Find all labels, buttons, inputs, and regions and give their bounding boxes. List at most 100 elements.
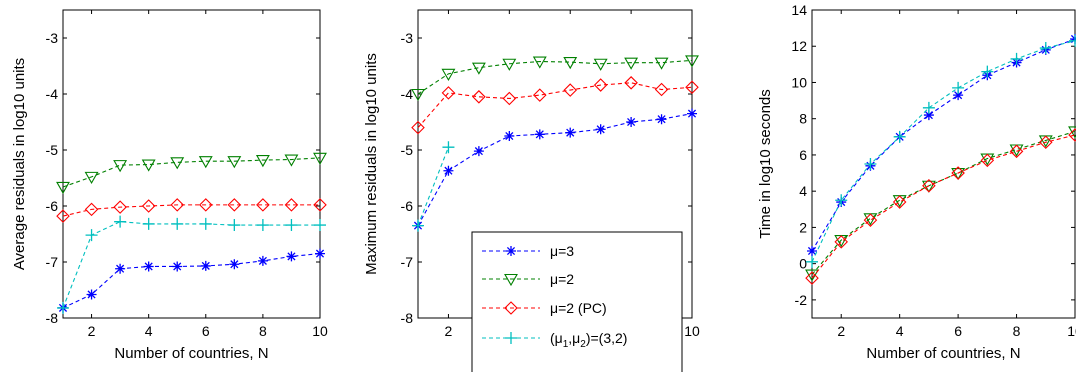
legend-swatch-marker — [506, 246, 516, 256]
data-point — [863, 213, 878, 227]
series-mu3 — [58, 248, 325, 313]
data-point — [229, 259, 240, 270]
data-point — [114, 215, 127, 228]
data-point — [892, 195, 907, 209]
data-point — [807, 245, 817, 256]
series-line — [811, 38, 1076, 252]
plot-area-frame — [811, 9, 1076, 319]
series-mu3 — [413, 108, 697, 231]
data-point — [656, 114, 667, 125]
y-tick-label: -5 — [46, 142, 59, 158]
y-axis-label: Average residuals in log10 units — [11, 58, 28, 270]
legend-label-mu2: μ=2 — [550, 271, 574, 287]
legend-swatch-mu3 — [482, 246, 540, 256]
y-tick-label: -3 — [46, 30, 59, 46]
data-point — [687, 108, 697, 119]
series-mu12 — [57, 215, 326, 314]
data-point — [626, 117, 637, 127]
data-point — [257, 255, 268, 266]
data-point — [563, 57, 578, 70]
data-point — [171, 217, 184, 230]
series-mu12 — [412, 141, 455, 232]
data-point — [805, 271, 819, 285]
data-point — [56, 181, 70, 195]
series-line — [417, 113, 693, 226]
data-point — [980, 153, 995, 168]
data-point — [953, 90, 964, 101]
series-mu2 — [805, 126, 1076, 282]
x-axis-label: Number of countries, N — [114, 345, 268, 362]
y-tick-label: 10 — [791, 74, 807, 90]
x-axis-label: Number of countries, N — [866, 345, 1020, 362]
data-point — [1069, 34, 1076, 47]
series-mu12 — [806, 34, 1076, 268]
data-point — [411, 120, 425, 135]
data-point — [565, 127, 576, 138]
data-point — [471, 62, 486, 75]
legend-swatch-mu2-pc — [482, 301, 540, 315]
data-point — [255, 155, 270, 168]
data-point — [286, 251, 297, 262]
data-point — [411, 88, 425, 102]
legend-swatch-mu2 — [482, 273, 540, 287]
x-tick-label: 2 — [88, 323, 96, 339]
data-point — [654, 82, 669, 97]
y-tick-label: 4 — [799, 183, 807, 199]
data-point — [199, 217, 212, 230]
data-point — [532, 56, 547, 69]
y-tick-label: -4 — [46, 86, 59, 102]
x-tick-label: 4 — [145, 323, 153, 339]
data-point — [142, 217, 155, 230]
data-point — [443, 165, 454, 176]
y-tick-label: 14 — [791, 2, 807, 18]
series-mu2-pc — [805, 128, 1076, 285]
y-tick-label: -8 — [401, 310, 414, 326]
data-point — [86, 289, 97, 300]
data-point — [256, 219, 269, 232]
legend-box — [471, 231, 683, 372]
data-point — [85, 229, 98, 242]
x-tick-label: 8 — [1013, 323, 1021, 339]
data-point — [473, 146, 484, 157]
data-point — [534, 129, 545, 140]
subplot-3: 2 4 6 8 10 -2 0 2 4 6 8 10 12 14 Number of countries, … — [757, 2, 1076, 362]
data-point — [412, 219, 424, 232]
plot-area-frame — [62, 9, 321, 319]
data-point — [533, 88, 547, 102]
series-mu3 — [807, 33, 1076, 256]
series-line — [417, 59, 693, 95]
series-line — [811, 134, 1076, 279]
legend-label-mu12: (μ1,μ2)=(3,2) — [550, 330, 627, 350]
legend-swatch-mu12 — [482, 332, 540, 344]
x-tick-label: 6 — [954, 323, 962, 339]
data-point — [1009, 144, 1024, 159]
series-mu2 — [56, 152, 327, 195]
y-axis-label: Maximum residuals in log10 units — [363, 53, 380, 275]
series-line — [811, 40, 1076, 263]
series-line — [62, 221, 320, 309]
data-point — [313, 198, 327, 212]
series-mu2-pc — [56, 198, 327, 223]
data-point — [951, 166, 965, 180]
data-point — [113, 160, 128, 173]
data-point — [864, 158, 877, 170]
data-point — [685, 55, 699, 68]
legend-label-mu2-pc: μ=2 (PC) — [550, 300, 607, 316]
data-point — [893, 130, 906, 143]
y-tick-label: -4 — [401, 86, 414, 102]
x-tick-label: 4 — [896, 323, 904, 339]
data-point — [284, 154, 299, 167]
data-point — [1010, 52, 1023, 65]
legend: μ=3 μ=2 μ=2 (PC) (μ1,μ2)=(3,2) — [471, 231, 683, 372]
data-point — [200, 260, 211, 271]
x-tick-label: 8 — [259, 323, 267, 339]
data-point — [685, 80, 699, 95]
data-point — [115, 263, 126, 274]
data-point — [315, 248, 325, 259]
data-point — [170, 157, 185, 170]
x-tick-label: 10 — [684, 323, 700, 339]
x-tick-label: 10 — [1067, 323, 1076, 339]
data-point — [502, 91, 517, 106]
series-line — [417, 82, 693, 128]
x-tick-label: 10 — [312, 323, 328, 339]
